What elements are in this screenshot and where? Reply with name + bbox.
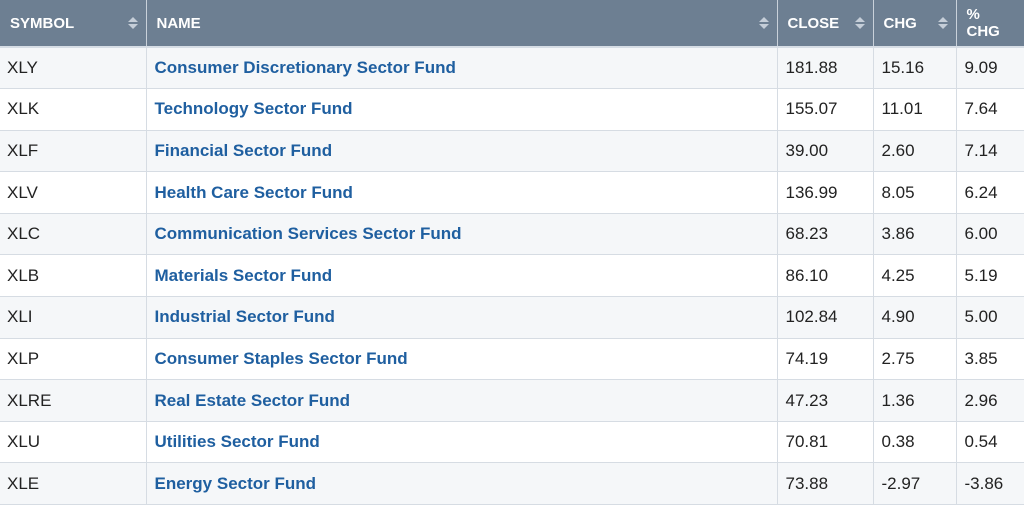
close-cell: 86.10 — [777, 254, 874, 298]
header-row: SYMBOL NAME CLOSE CHG — [0, 0, 1024, 48]
close-cell: 74.19 — [777, 338, 874, 381]
fund-name-cell: Consumer Discretionary Sector Fund — [146, 47, 778, 90]
chg-cell: -2.97 — [873, 462, 957, 505]
column-header-close[interactable]: CLOSE — [777, 0, 874, 48]
chg-cell: 4.90 — [873, 296, 957, 339]
column-header-pct-chg-label: % CHG — [966, 6, 1000, 40]
chg-cell: 4.25 — [873, 254, 957, 298]
fund-name-cell: Utilities Sector Fund — [146, 421, 778, 464]
fund-name-link[interactable]: Industrial Sector Fund — [154, 307, 335, 327]
fund-name-link[interactable]: Technology Sector Fund — [154, 99, 353, 119]
column-header-chg[interactable]: CHG — [873, 0, 957, 48]
fund-name-cell: Consumer Staples Sector Fund — [146, 338, 778, 381]
pct-chg-cell: -3.86 — [956, 462, 1024, 505]
fund-name-link[interactable]: Energy Sector Fund — [154, 473, 317, 493]
close-cell: 102.84 — [777, 296, 874, 339]
pct-chg-cell: 3.85 — [956, 338, 1024, 381]
fund-name-link[interactable]: Real Estate Sector Fund — [154, 390, 351, 410]
pct-chg-cell: 7.64 — [956, 88, 1024, 131]
symbol-cell: XLE — [0, 462, 147, 505]
symbol-cell: XLRE — [0, 379, 147, 422]
fund-name-link[interactable]: Financial Sector Fund — [154, 140, 333, 160]
table-row[interactable]: XLP Consumer Staples Sector Fund 74.19 2.75… — [0, 338, 1024, 381]
sort-icon[interactable] — [937, 17, 948, 29]
close-cell: 136.99 — [777, 171, 874, 214]
chg-cell: 11.01 — [873, 88, 957, 131]
sort-icon[interactable] — [127, 17, 138, 29]
pct-chg-cell: 0.54 — [956, 421, 1024, 464]
fund-name-cell: Materials Sector Fund — [146, 254, 778, 298]
table-row[interactable]: XLB Materials Sector Fund 86.10 4.25 5.19 — [0, 254, 1024, 298]
symbol-cell: XLP — [0, 338, 147, 381]
pct-chg-cell: 2.96 — [956, 379, 1024, 422]
table-row[interactable]: XLRE Real Estate Sector Fund 47.23 1.36 2.96 — [0, 379, 1024, 422]
fund-name-link[interactable]: Utilities Sector Fund — [154, 432, 320, 452]
fund-name-cell: Technology Sector Fund — [146, 88, 778, 131]
table-row[interactable]: XLV Health Care Sector Fund 136.99 8.05 6.24 — [0, 171, 1024, 214]
sort-icon[interactable] — [758, 17, 769, 29]
pct-chg-cell: 9.09 — [956, 47, 1024, 90]
fund-name-cell: Financial Sector Fund — [146, 130, 778, 173]
column-header-close-label: CLOSE — [787, 14, 840, 32]
column-header-symbol-label: SYMBOL — [10, 14, 75, 32]
symbol-cell: XLU — [0, 421, 147, 464]
symbol-cell: XLF — [0, 130, 147, 173]
pct-chg-cell: 7.14 — [956, 130, 1024, 173]
table-row[interactable]: XLI Industrial Sector Fund 102.84 4.90 5.00 — [0, 296, 1024, 339]
table-header: SYMBOL NAME CLOSE CHG — [0, 0, 1024, 48]
close-cell: 47.23 — [777, 379, 874, 422]
symbol-cell: XLC — [0, 213, 147, 256]
table-row[interactable]: XLF Financial Sector Fund 39.00 2.60 7.14 — [0, 130, 1024, 173]
sort-icon[interactable] — [854, 17, 865, 29]
fund-name-link[interactable]: Consumer Discretionary Sector Fund — [154, 58, 456, 78]
symbol-cell: XLV — [0, 171, 147, 214]
table-row[interactable]: XLC Communication Services Sector Fund 68.… — [0, 213, 1024, 256]
column-header-name-label: NAME — [156, 14, 201, 32]
column-header-name[interactable]: NAME — [146, 0, 778, 48]
chg-cell: 15.16 — [873, 47, 957, 90]
pct-chg-cell: 6.00 — [956, 213, 1024, 256]
close-cell: 155.07 — [777, 88, 874, 131]
fund-name-cell: Communication Services Sector Fund — [146, 213, 778, 256]
close-cell: 68.23 — [777, 213, 874, 256]
chg-cell: 8.05 — [873, 171, 957, 214]
symbol-cell: XLY — [0, 47, 147, 90]
symbol-cell: XLI — [0, 296, 147, 339]
column-header-chg-label: CHG — [883, 14, 917, 32]
chg-cell: 3.86 — [873, 213, 957, 256]
column-header-pct-chg[interactable]: % CHG — [956, 0, 1024, 48]
fund-name-link[interactable]: Materials Sector Fund — [154, 265, 333, 285]
pct-chg-cell: 6.24 — [956, 171, 1024, 214]
close-cell: 181.88 — [777, 47, 874, 90]
table-body: XLY Consumer Discretionary Sector Fund 181… — [0, 47, 1024, 505]
close-cell: 39.00 — [777, 130, 874, 173]
fund-name-cell: Energy Sector Fund — [146, 462, 778, 505]
chg-cell: 1.36 — [873, 379, 957, 422]
table-row[interactable]: XLU Utilities Sector Fund 70.81 0.38 0.54 — [0, 421, 1024, 464]
chg-cell: 0.38 — [873, 421, 957, 464]
fund-name-link[interactable]: Consumer Staples Sector Fund — [154, 348, 408, 368]
column-header-symbol[interactable]: SYMBOL — [0, 0, 147, 48]
pct-chg-cell: 5.19 — [956, 254, 1024, 298]
symbol-cell: XLK — [0, 88, 147, 131]
table-row[interactable]: XLK Technology Sector Fund 155.07 11.01 7.64 — [0, 88, 1024, 131]
pct-chg-cell: 5.00 — [956, 296, 1024, 339]
chg-cell: 2.60 — [873, 130, 957, 173]
chg-cell: 2.75 — [873, 338, 957, 381]
table-row[interactable]: XLY Consumer Discretionary Sector Fund 181… — [0, 47, 1024, 90]
close-cell: 70.81 — [777, 421, 874, 464]
table-row[interactable]: XLE Energy Sector Fund 73.88 -2.97 -3.86 — [0, 462, 1024, 505]
fund-name-cell: Industrial Sector Fund — [146, 296, 778, 339]
fund-name-cell: Real Estate Sector Fund — [146, 379, 778, 422]
fund-name-link[interactable]: Health Care Sector Fund — [154, 182, 353, 202]
fund-name-link[interactable]: Communication Services Sector Fund — [154, 224, 462, 244]
symbol-cell: XLB — [0, 254, 147, 298]
fund-name-cell: Health Care Sector Fund — [146, 171, 778, 214]
close-cell: 73.88 — [777, 462, 874, 505]
